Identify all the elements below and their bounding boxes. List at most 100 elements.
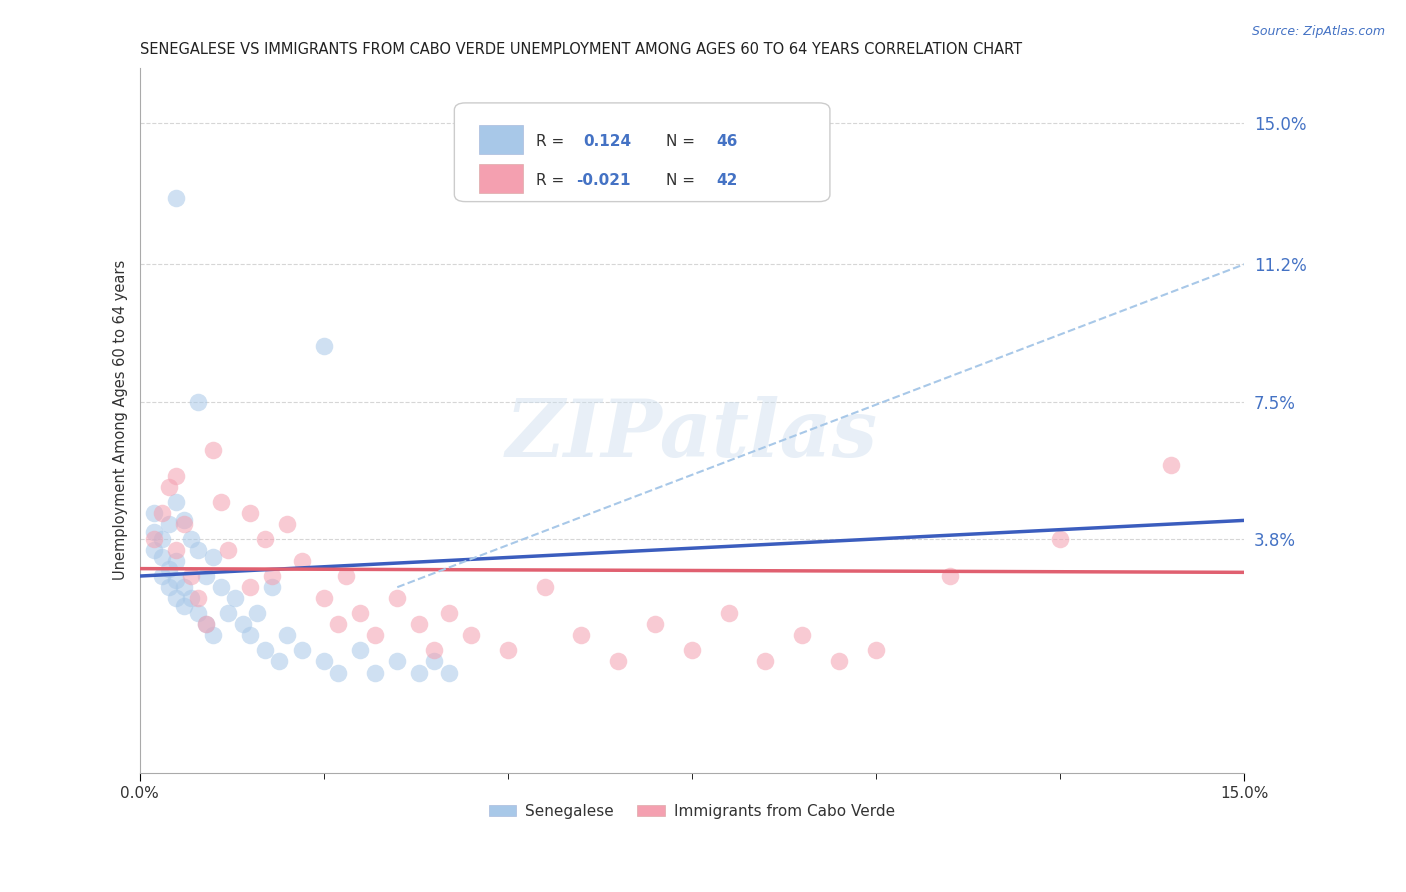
Text: R =: R = — [536, 173, 569, 188]
Point — [194, 617, 217, 632]
Point — [262, 580, 284, 594]
Point — [262, 569, 284, 583]
Point — [150, 569, 173, 583]
Text: 46: 46 — [716, 135, 738, 150]
Point — [202, 550, 225, 565]
Point — [165, 573, 187, 587]
Point — [150, 506, 173, 520]
Point — [165, 190, 187, 204]
Point — [387, 591, 409, 606]
Point — [217, 543, 239, 558]
Point — [644, 617, 666, 632]
Point — [194, 617, 217, 632]
Point — [533, 580, 555, 594]
Point — [165, 468, 187, 483]
Point — [150, 532, 173, 546]
Point — [187, 591, 209, 606]
Point — [202, 628, 225, 642]
Point — [312, 339, 335, 353]
Point — [157, 561, 180, 575]
Point — [349, 606, 371, 620]
Point — [239, 580, 262, 594]
Point — [246, 606, 269, 620]
Point — [224, 591, 246, 606]
Point — [143, 524, 166, 539]
Text: N =: N = — [666, 135, 700, 150]
Point — [460, 628, 482, 642]
Point — [187, 606, 209, 620]
FancyBboxPatch shape — [478, 125, 523, 154]
Point — [173, 599, 195, 613]
Point — [173, 513, 195, 527]
Y-axis label: Unemployment Among Ages 60 to 64 years: Unemployment Among Ages 60 to 64 years — [114, 260, 128, 581]
Point — [792, 628, 814, 642]
Point — [1160, 458, 1182, 472]
Point — [157, 580, 180, 594]
Point — [571, 628, 593, 642]
Point — [150, 550, 173, 565]
Point — [437, 606, 460, 620]
Point — [349, 643, 371, 657]
Point — [253, 643, 276, 657]
Point — [276, 517, 298, 532]
Point — [865, 643, 887, 657]
Point — [423, 643, 446, 657]
Point — [143, 506, 166, 520]
Point — [335, 569, 357, 583]
Point — [276, 628, 298, 642]
Point — [173, 517, 195, 532]
Point — [187, 394, 209, 409]
Point — [239, 506, 262, 520]
FancyBboxPatch shape — [478, 163, 523, 194]
Point — [496, 643, 519, 657]
Point — [143, 543, 166, 558]
Point — [290, 554, 312, 568]
Point — [165, 591, 187, 606]
Point — [194, 569, 217, 583]
Text: Source: ZipAtlas.com: Source: ZipAtlas.com — [1251, 25, 1385, 38]
Text: ZIPatlas: ZIPatlas — [506, 395, 877, 473]
Text: R =: R = — [536, 135, 574, 150]
Text: -0.021: -0.021 — [576, 173, 630, 188]
Point — [938, 569, 960, 583]
Text: N =: N = — [666, 173, 700, 188]
Point — [387, 654, 409, 668]
Point — [828, 654, 851, 668]
Point — [269, 654, 291, 668]
Text: 0.124: 0.124 — [583, 135, 631, 150]
Text: 42: 42 — [716, 173, 738, 188]
Point — [173, 580, 195, 594]
Point — [180, 569, 202, 583]
Point — [165, 554, 187, 568]
Point — [290, 643, 312, 657]
Point — [754, 654, 776, 668]
Point — [209, 495, 232, 509]
Point — [157, 517, 180, 532]
Text: SENEGALESE VS IMMIGRANTS FROM CABO VERDE UNEMPLOYMENT AMONG AGES 60 TO 64 YEARS : SENEGALESE VS IMMIGRANTS FROM CABO VERDE… — [139, 42, 1022, 57]
Point — [180, 591, 202, 606]
Point — [143, 532, 166, 546]
Point — [232, 617, 254, 632]
Point — [202, 442, 225, 457]
Point — [187, 543, 209, 558]
Point — [239, 628, 262, 642]
Point — [717, 606, 740, 620]
Point — [253, 532, 276, 546]
Point — [209, 580, 232, 594]
Point — [157, 480, 180, 494]
Point — [1049, 532, 1071, 546]
Point — [423, 654, 446, 668]
Point — [165, 495, 187, 509]
Point — [165, 543, 187, 558]
Point — [328, 665, 350, 680]
Legend: Senegalese, Immigrants from Cabo Verde: Senegalese, Immigrants from Cabo Verde — [482, 797, 901, 825]
Point — [364, 665, 387, 680]
Point — [312, 591, 335, 606]
Point — [681, 643, 703, 657]
Point — [312, 654, 335, 668]
Point — [328, 617, 350, 632]
Point — [217, 606, 239, 620]
Point — [607, 654, 630, 668]
Point — [180, 532, 202, 546]
Point — [408, 665, 430, 680]
